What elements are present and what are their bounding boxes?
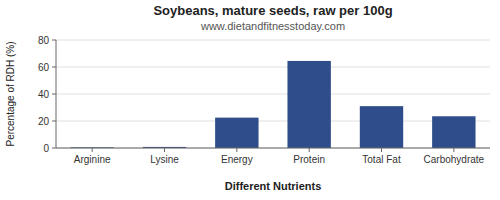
x-axis-label: Different Nutrients [225,180,322,192]
bar [432,116,475,148]
x-tick [236,148,237,152]
grid-line [56,67,490,68]
bars [70,61,475,148]
y-tick-label: 80 [38,35,50,46]
y-tick [52,148,56,149]
y-tick-label: 40 [38,89,50,100]
y-axis [56,40,57,148]
x-tick-label: Carbohydrate [424,154,485,165]
x-tick-label: Arginine [74,154,111,165]
grid [56,40,490,148]
x-tick [92,148,93,152]
grid-line [56,148,490,149]
y-axis-label: Percentage of RDH (%) [5,41,16,146]
grid-line [56,94,490,95]
x-tick-label: Lysine [150,154,179,165]
x-tick-label: Energy [221,154,253,165]
grid-line [56,40,490,41]
y-tick [52,121,56,122]
y-tick [52,40,56,41]
chart: Soybeans, mature seeds, raw per 100g www.… [0,0,500,200]
y-tick [52,67,56,68]
x-tick [164,148,165,152]
bar [360,106,403,148]
title: Soybeans, mature seeds, raw per 100g [153,3,392,18]
x-tick [453,148,454,152]
x-tick-label: Protein [293,154,325,165]
y-tick-label: 60 [38,62,50,73]
bar [215,118,258,148]
bar [287,61,330,148]
chart-container: Soybeans, mature seeds, raw per 100g www.… [0,0,500,200]
y-tick-label: 0 [43,143,49,154]
y-tick [52,94,56,95]
x-tick [381,148,382,152]
subtitle: www.dietandfitnesstoday.com [200,20,345,32]
x-tick [309,148,310,152]
x-axis [56,148,490,149]
grid-line [56,121,490,122]
x-tick-label: Total Fat [362,154,401,165]
y-tick-label: 20 [38,116,50,127]
